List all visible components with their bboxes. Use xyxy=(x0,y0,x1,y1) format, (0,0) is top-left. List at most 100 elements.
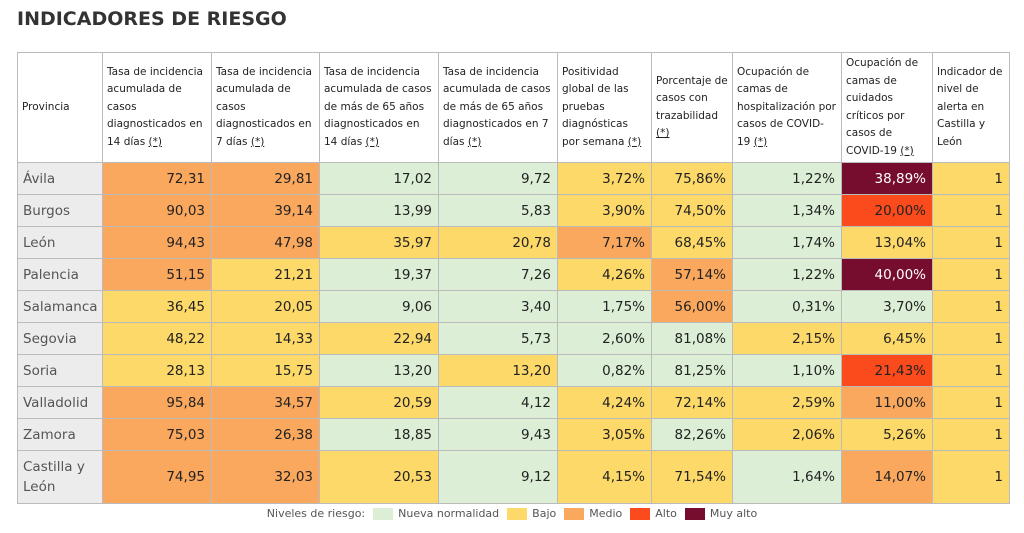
value-cell: 19,37 xyxy=(319,258,439,291)
value-cell: 68,45% xyxy=(651,226,733,259)
value-cell: 9,43 xyxy=(438,418,558,451)
value-cell: 35,97 xyxy=(319,226,439,259)
value-cell: 4,12 xyxy=(438,386,558,419)
column-header: Tasa de incidencia acumulada de casos di… xyxy=(211,52,320,163)
value-cell: 9,12 xyxy=(438,450,558,504)
province-cell: León xyxy=(17,226,103,259)
header-text: Tasa de incidencia acumulada de casos di… xyxy=(107,65,203,148)
province-cell: Segovia xyxy=(17,322,103,355)
value-cell: 1 xyxy=(932,322,1010,355)
value-cell: 28,13 xyxy=(102,354,212,387)
value-cell: 1,22% xyxy=(732,258,842,291)
table-row: Burgos 90,03 39,14 13,99 5,83 3,90% 74,50% 1,34… xyxy=(17,194,1010,227)
value-cell: 13,04% xyxy=(841,226,933,259)
column-header: Tasa de incidencia acumulada de casos de… xyxy=(319,52,439,163)
value-cell: 75,86% xyxy=(651,162,733,195)
value-cell: 3,90% xyxy=(557,194,652,227)
value-cell: 47,98 xyxy=(211,226,320,259)
column-header: Tasa de incidencia acumulada de casos di… xyxy=(102,52,212,163)
value-cell: 5,83 xyxy=(438,194,558,227)
header-note[interactable]: (*) xyxy=(467,135,482,148)
value-cell: 48,22 xyxy=(102,322,212,355)
legend-label: Niveles de riesgo: xyxy=(266,507,366,520)
province-cell: Burgos xyxy=(17,194,103,227)
value-cell: 1,74% xyxy=(732,226,842,259)
province-cell: Salamanca xyxy=(17,290,103,323)
table-row: Salamanca 36,45 20,05 9,06 3,40 1,75% 56,00% 0,… xyxy=(17,290,1010,323)
value-cell: 7,26 xyxy=(438,258,558,291)
column-header: Ocupación de camas de cuidados críticos … xyxy=(841,52,933,163)
column-header: Indicador de nivel de alerta en Castilla… xyxy=(932,52,1010,163)
province-cell: Palencia xyxy=(17,258,103,291)
table-body: Ávila 72,31 29,81 17,02 9,72 3,72% 75,86% 1,22%… xyxy=(17,162,1010,504)
value-cell: 4,15% xyxy=(557,450,652,504)
value-cell: 72,14% xyxy=(651,386,733,419)
header-note[interactable]: (*) xyxy=(365,135,379,148)
value-cell: 13,99 xyxy=(319,194,439,227)
value-cell: 40,00% xyxy=(841,258,933,291)
column-header: Tasa de incidencia acumulada de casos de… xyxy=(438,52,558,163)
value-cell: 5,73 xyxy=(438,322,558,355)
column-header: Positividad global de las pruebas diagnó… xyxy=(557,52,652,163)
value-cell: 11,00% xyxy=(841,386,933,419)
header-note[interactable]: (*) xyxy=(900,144,914,157)
column-header: Ocupación de camas de hospitalización po… xyxy=(732,52,842,163)
legend: Niveles de riesgo: Nueva normalidad Bajo M… xyxy=(0,507,1024,520)
value-cell: 9,72 xyxy=(438,162,558,195)
legend-swatch xyxy=(507,507,528,520)
value-cell: 9,06 xyxy=(319,290,439,323)
value-cell: 13,20 xyxy=(438,354,558,387)
value-cell: 20,78 xyxy=(438,226,558,259)
legend-swatch xyxy=(630,507,651,520)
value-cell: 57,14% xyxy=(651,258,733,291)
legend-text: Nueva normalidad xyxy=(398,507,500,520)
value-cell: 3,05% xyxy=(557,418,652,451)
value-cell: 14,07% xyxy=(841,450,933,504)
header-text: Positividad global de las pruebas diagnó… xyxy=(562,65,629,148)
legend-item: Muy alto xyxy=(684,507,757,520)
value-cell: 20,00% xyxy=(841,194,933,227)
value-cell: 2,06% xyxy=(732,418,842,451)
legend-text: Alto xyxy=(655,507,677,520)
header-note[interactable]: (*) xyxy=(656,127,670,139)
legend-item: Medio xyxy=(564,507,622,520)
header-text: Porcentaje de casos con trazabilidad xyxy=(656,74,728,122)
value-cell: 21,43% xyxy=(841,354,933,387)
header-note[interactable]: (*) xyxy=(148,135,162,148)
header-text: Indicador de nivel de alerta en Castilla… xyxy=(937,65,1003,148)
value-cell: 94,43 xyxy=(102,226,212,259)
value-cell: 75,03 xyxy=(102,418,212,451)
table-row: Valladolid 95,84 34,57 20,59 4,12 4,24% 72,14%… xyxy=(17,386,1010,419)
province-cell: Ávila xyxy=(17,162,103,195)
legend-swatch xyxy=(373,507,394,520)
value-cell: 51,15 xyxy=(102,258,212,291)
value-cell: 81,25% xyxy=(651,354,733,387)
value-cell: 1 xyxy=(932,354,1010,387)
value-cell: 32,03 xyxy=(211,450,320,504)
value-cell: 20,59 xyxy=(319,386,439,419)
legend-item: Bajo xyxy=(507,507,556,520)
value-cell: 74,50% xyxy=(651,194,733,227)
legend-swatch xyxy=(684,507,705,520)
value-cell: 1 xyxy=(932,290,1010,323)
province-cell: Soria xyxy=(17,354,103,387)
value-cell: 3,70% xyxy=(841,290,933,323)
header-text: Provincia xyxy=(22,100,70,113)
value-cell: 1 xyxy=(932,450,1010,504)
header-note[interactable]: (*) xyxy=(627,135,642,148)
table-row: Zamora 75,03 26,38 18,85 9,43 3,05% 82,26% 2,06… xyxy=(17,418,1010,451)
value-cell: 0,31% xyxy=(732,290,842,323)
column-header: Porcentaje de casos con trazabilidad (*) xyxy=(651,52,733,163)
risk-table: Provincia Tasa de incidencia acumulada de… xyxy=(17,52,1010,504)
value-cell: 5,26% xyxy=(841,418,933,451)
header-text: Tasa de incidencia acumulada de casos di… xyxy=(216,65,312,148)
value-cell: 0,82% xyxy=(557,354,652,387)
value-cell: 4,24% xyxy=(557,386,652,419)
header-note[interactable]: (*) xyxy=(753,135,768,148)
table-row: Segovia 48,22 14,33 22,94 5,73 2,60% 81,08% 2,1… xyxy=(17,322,1010,355)
value-cell: 2,59% xyxy=(732,386,842,419)
value-cell: 13,20 xyxy=(319,354,439,387)
value-cell: 20,05 xyxy=(211,290,320,323)
header-note[interactable]: (*) xyxy=(250,135,265,148)
